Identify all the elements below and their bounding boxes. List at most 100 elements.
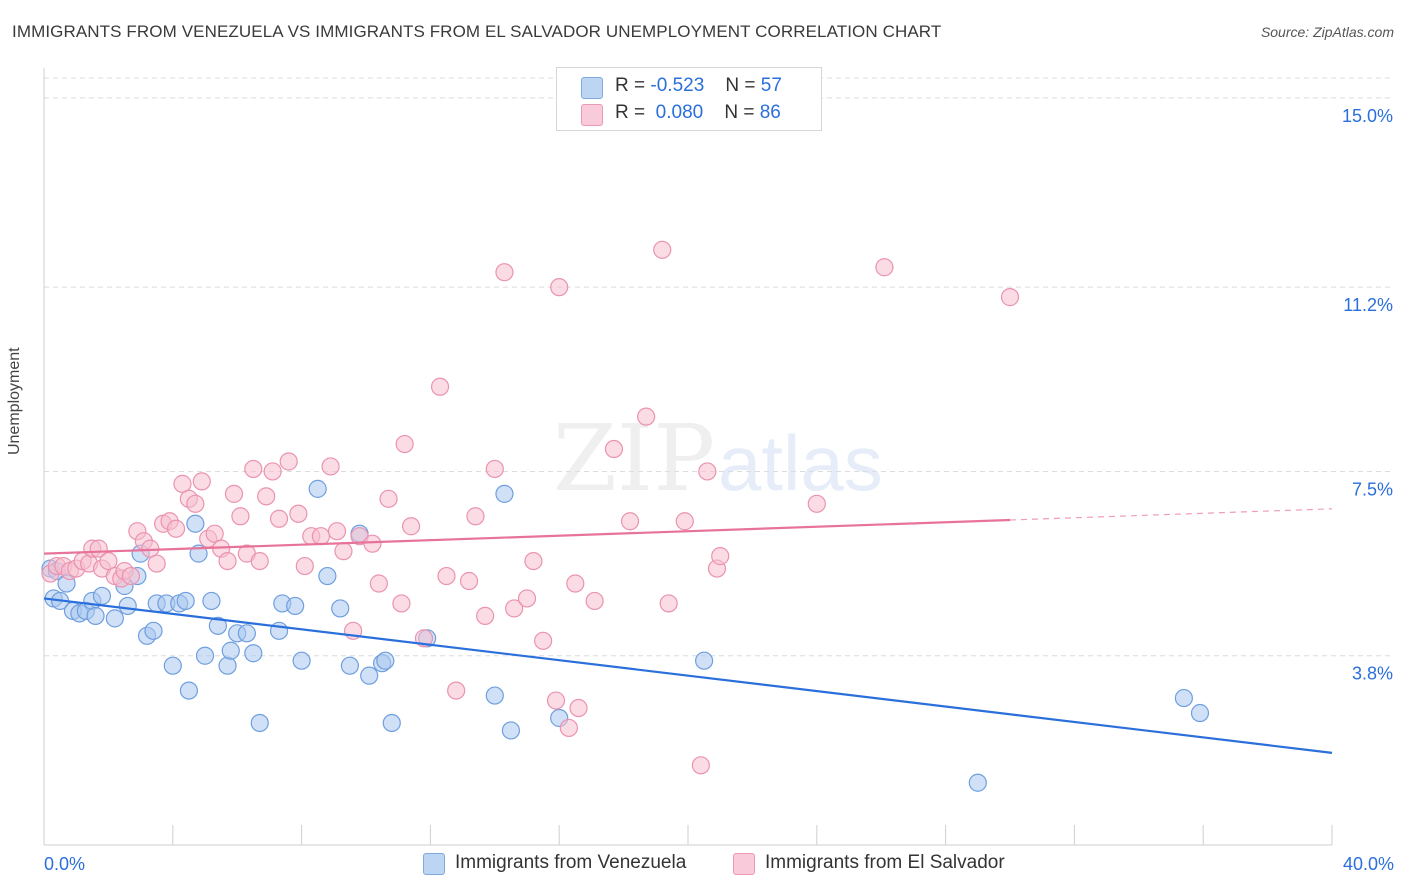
grid-layer <box>43 77 1392 845</box>
point-el-salvador-72 <box>604 439 624 459</box>
point-el-salvador-51 <box>392 594 411 613</box>
correlation-legend: R = -0.523 N = 57 R = 0.080 N = 86 <box>556 67 822 131</box>
point-venezuela-33 <box>244 644 263 663</box>
point-el-salvador-52 <box>395 434 414 454</box>
point-el-salvador-84 <box>550 278 569 297</box>
point-venezuela-44 <box>360 666 379 685</box>
point-venezuela-9 <box>86 606 105 625</box>
legend-swatch-venezuela <box>581 77 603 99</box>
point-venezuela-46 <box>376 651 395 670</box>
point-el-salvador-71 <box>585 591 604 611</box>
point-el-salvador-81 <box>711 547 730 566</box>
y-tick-label-3: 15.0% <box>1342 106 1393 126</box>
point-el-salvador-61 <box>485 459 504 479</box>
point-el-salvador-79 <box>698 462 717 481</box>
point-el-salvador-44 <box>327 522 347 541</box>
series-swatch-venezuela <box>423 853 445 875</box>
trend-line-el-salvador <box>43 518 1011 555</box>
y-tick-label-0: 3.8% <box>1352 664 1393 684</box>
point-el-salvador-37 <box>269 509 289 528</box>
legend-r-value: 0.080 <box>655 102 704 123</box>
series-swatch-el-salvador <box>733 853 755 875</box>
point-el-salvador-31 <box>231 507 250 526</box>
data-points <box>41 240 1210 792</box>
point-el-salvador-40 <box>295 556 314 576</box>
point-el-salvador-33 <box>244 459 263 479</box>
legend-n-label: N = <box>725 75 756 96</box>
legend-n-value: 86 <box>759 102 781 123</box>
point-el-salvador-35 <box>257 487 276 506</box>
point-venezuela-10 <box>92 586 112 606</box>
point-venezuela-54 <box>968 773 987 792</box>
legend-r-label: R = <box>615 102 646 123</box>
point-el-salvador-83 <box>875 258 894 277</box>
point-venezuela-56 <box>1190 703 1210 723</box>
point-el-salvador-22 <box>173 474 192 493</box>
point-el-salvador-57 <box>447 681 466 700</box>
point-venezuela-17 <box>144 621 163 640</box>
point-el-salvador-66 <box>533 631 553 650</box>
point-venezuela-42 <box>340 656 359 675</box>
point-venezuela-26 <box>195 646 215 665</box>
point-el-salvador-65 <box>524 551 543 571</box>
point-venezuela-27 <box>202 591 221 611</box>
point-el-salvador-24 <box>186 494 205 513</box>
watermark-zip: ZIP <box>553 405 715 512</box>
point-venezuela-38 <box>292 651 311 670</box>
source-label: Source: ZipAtlas.com <box>1260 24 1394 40</box>
legend-text-el-salvador: R = 0.080 N = 86 <box>615 102 781 124</box>
point-venezuela-47 <box>382 713 401 733</box>
point-el-salvador-64 <box>517 589 537 608</box>
point-venezuela-23 <box>179 681 198 700</box>
legend-swatch-el-salvador <box>581 104 603 126</box>
legend-r-label: R = <box>615 75 646 96</box>
legend-n-value: 57 <box>760 75 782 96</box>
series-label-el-salvador: Immigrants from El Salvador <box>765 852 1005 873</box>
point-el-salvador-82 <box>807 494 826 513</box>
point-el-salvador-18 <box>147 554 166 573</box>
point-el-salvador-10 <box>99 551 118 571</box>
y-tick-label-1: 7.5% <box>1352 479 1393 499</box>
point-el-salvador-27 <box>205 524 224 543</box>
point-venezuela-22 <box>176 591 195 611</box>
point-el-salvador-67 <box>546 691 566 710</box>
point-venezuela-20 <box>163 656 182 675</box>
point-el-salvador-60 <box>476 606 495 625</box>
point-el-salvador-70 <box>569 698 588 718</box>
point-el-salvador-45 <box>334 542 353 561</box>
point-venezuela-13 <box>118 596 137 616</box>
point-venezuela-51 <box>501 721 520 740</box>
point-venezuela-49 <box>485 686 504 705</box>
point-el-salvador-73 <box>620 512 640 531</box>
point-venezuela-28 <box>208 616 227 635</box>
point-el-salvador-78 <box>691 756 710 775</box>
point-venezuela-41 <box>331 599 350 618</box>
legend-n-label: N = <box>724 102 755 123</box>
point-el-salvador-59 <box>466 507 485 526</box>
x-tick-label-0: 0.0% <box>44 854 85 874</box>
legend-r-value: -0.523 <box>650 75 705 96</box>
point-el-salvador-69 <box>566 574 585 593</box>
y-axis-label: Unemployment <box>6 347 23 455</box>
trend-lines <box>43 508 1333 754</box>
point-el-salvador-63 <box>505 599 524 618</box>
point-el-salvador-38 <box>279 452 298 471</box>
point-venezuela-37 <box>286 596 305 616</box>
point-el-salvador-85 <box>1000 288 1020 307</box>
x-tick-label-1: 40.0% <box>1343 854 1394 874</box>
chart-title: IMMIGRANTS FROM VENEZUELA VS IMMIGRANTS … <box>12 22 942 41</box>
point-el-salvador-14 <box>121 566 141 586</box>
point-el-salvador-48 <box>363 534 382 553</box>
point-el-salvador-21 <box>166 519 186 538</box>
point-el-salvador-42 <box>311 527 331 546</box>
point-venezuela-50 <box>495 484 514 503</box>
series-label-venezuela: Immigrants from Venezuela <box>455 852 687 873</box>
point-el-salvador-76 <box>659 594 678 613</box>
point-el-salvador-55 <box>430 377 450 396</box>
point-venezuela-40 <box>318 566 337 586</box>
watermark-atlas: atlas <box>718 419 883 507</box>
point-venezuela-53 <box>694 651 714 670</box>
point-el-salvador-68 <box>559 718 578 738</box>
tick-labels: 3.8% 7.5% 11.2% 15.0% 0.0% 40.0% <box>44 106 1394 874</box>
